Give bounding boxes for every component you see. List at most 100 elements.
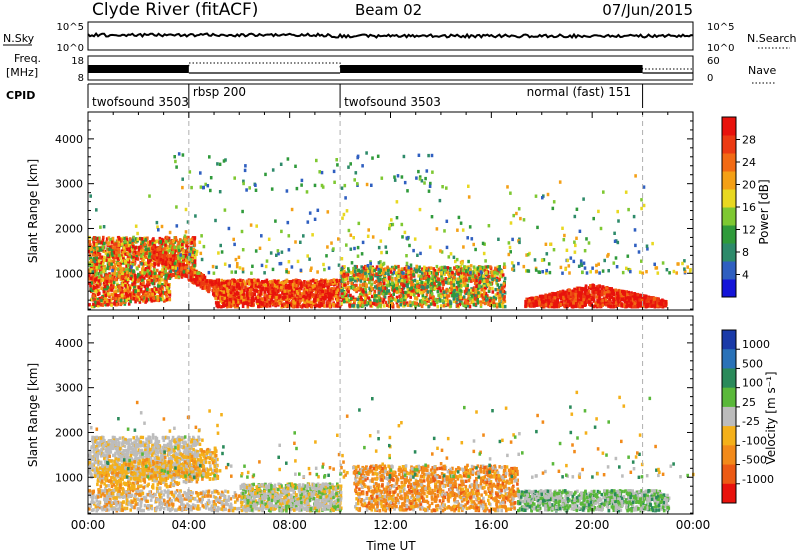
data-cell bbox=[498, 278, 501, 281]
data-cell bbox=[276, 302, 279, 305]
data-cell bbox=[222, 302, 225, 305]
data-cell bbox=[319, 295, 322, 298]
data-cell bbox=[271, 290, 274, 293]
data-cell bbox=[333, 278, 336, 281]
data-cell bbox=[291, 294, 294, 297]
data-cell bbox=[286, 289, 289, 292]
data-cell bbox=[357, 298, 360, 301]
data-cell bbox=[427, 280, 430, 283]
data-cell bbox=[230, 304, 233, 307]
data-cell bbox=[363, 277, 366, 280]
data-cell bbox=[165, 281, 168, 284]
data-cell bbox=[422, 297, 425, 300]
data-cell bbox=[374, 290, 377, 293]
data-cell bbox=[159, 248, 162, 251]
data-cell bbox=[96, 253, 99, 256]
data-cell bbox=[219, 291, 222, 294]
data-cell bbox=[303, 290, 306, 293]
data-cell bbox=[256, 300, 259, 303]
data-cell bbox=[329, 298, 332, 301]
data-cell bbox=[316, 304, 319, 307]
data-cell bbox=[243, 289, 246, 292]
data-cell bbox=[357, 287, 360, 290]
data-cell bbox=[413, 293, 416, 296]
data-cell bbox=[105, 259, 108, 262]
data-cell bbox=[103, 259, 106, 262]
data-cell bbox=[327, 301, 330, 304]
data-cell bbox=[119, 288, 122, 291]
data-cell bbox=[397, 275, 400, 278]
data-cell bbox=[237, 292, 240, 295]
data-cell bbox=[260, 290, 263, 293]
data-cell bbox=[382, 286, 385, 289]
data-cell bbox=[419, 270, 422, 273]
data-cell bbox=[92, 287, 95, 290]
data-cell bbox=[457, 284, 460, 287]
data-cell bbox=[362, 290, 365, 293]
data-cell bbox=[383, 282, 386, 285]
freq-bar-0 bbox=[88, 65, 189, 73]
data-cell bbox=[133, 297, 136, 300]
data-cell bbox=[185, 266, 188, 269]
nsearch-label: N.Search bbox=[747, 32, 797, 45]
data-cell bbox=[189, 278, 192, 281]
data-cell bbox=[132, 259, 135, 262]
data-cell bbox=[405, 295, 408, 298]
data-cell bbox=[208, 284, 211, 287]
data-cell bbox=[146, 288, 149, 291]
data-cell bbox=[161, 273, 164, 276]
data-cell bbox=[218, 283, 221, 286]
data-cell bbox=[194, 256, 197, 259]
data-cell bbox=[496, 303, 499, 306]
data-cell bbox=[171, 246, 174, 249]
data-cell bbox=[168, 290, 171, 293]
data-cell bbox=[238, 283, 241, 286]
data-cell bbox=[161, 262, 164, 265]
data-cell bbox=[152, 245, 155, 248]
data-cell bbox=[100, 241, 103, 244]
data-cell bbox=[400, 298, 403, 301]
data-cell bbox=[228, 301, 231, 304]
data-cell bbox=[317, 298, 320, 301]
data-cell bbox=[475, 291, 478, 294]
data-cell bbox=[392, 293, 395, 296]
data-cell bbox=[292, 305, 295, 308]
data-cell bbox=[253, 278, 256, 281]
data-cell bbox=[394, 298, 397, 301]
data-cell bbox=[504, 305, 507, 308]
data-cell bbox=[446, 296, 449, 299]
data-cell bbox=[250, 279, 253, 282]
data-cell bbox=[168, 254, 171, 257]
data-cell bbox=[180, 268, 183, 271]
data-cell bbox=[423, 269, 426, 272]
data-cell bbox=[416, 280, 419, 283]
data-cell bbox=[283, 302, 286, 305]
data-cell bbox=[273, 302, 276, 305]
data-cell bbox=[489, 299, 492, 302]
data-cell bbox=[352, 304, 355, 307]
data-cell bbox=[350, 297, 353, 300]
data-cell bbox=[445, 281, 448, 284]
data-cell bbox=[396, 304, 399, 307]
data-cell bbox=[141, 279, 144, 282]
data-cell bbox=[336, 280, 339, 283]
data-cell bbox=[464, 282, 467, 285]
data-cell bbox=[346, 282, 349, 285]
data-cell bbox=[234, 292, 237, 295]
data-cell bbox=[438, 283, 441, 286]
data-cell bbox=[271, 284, 274, 287]
data-cell bbox=[111, 241, 114, 244]
data-cell bbox=[499, 290, 502, 293]
data-cell bbox=[243, 295, 246, 298]
data-cell bbox=[483, 289, 486, 292]
data-cell bbox=[254, 293, 257, 296]
data-cell bbox=[488, 287, 491, 290]
data-cell bbox=[134, 289, 137, 292]
data-cell bbox=[434, 287, 437, 290]
data-cell bbox=[113, 301, 116, 304]
data-cell bbox=[391, 302, 394, 305]
data-cell bbox=[143, 271, 146, 274]
data-cell bbox=[251, 297, 254, 300]
data-cell bbox=[165, 263, 168, 266]
